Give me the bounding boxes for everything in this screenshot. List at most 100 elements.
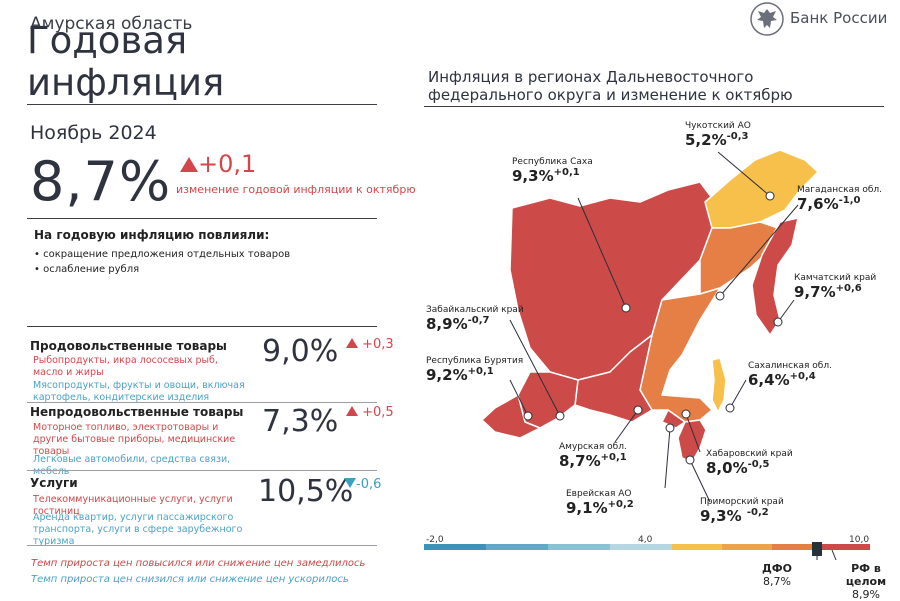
arrow-up-icon bbox=[346, 338, 358, 348]
leader-line bbox=[685, 413, 701, 453]
delta: -0,5 bbox=[747, 459, 770, 470]
divider bbox=[27, 402, 377, 403]
delta: +0,6 bbox=[835, 283, 862, 294]
label: ДФО bbox=[761, 562, 793, 575]
category-services-up: Телекоммуникационные услуги, услуги гост… bbox=[33, 494, 233, 517]
region-marker bbox=[715, 291, 725, 301]
label-chukotka: Чукотский АО 5,2%-0,3 bbox=[685, 121, 751, 149]
region-name: Приморский край bbox=[700, 497, 784, 507]
region-marker bbox=[725, 403, 735, 413]
map-region-buryatia bbox=[481, 394, 541, 439]
value: 9,1% bbox=[566, 499, 608, 517]
region-marker bbox=[665, 423, 675, 433]
factors-heading: На годовую инфляцию повлияли: bbox=[34, 228, 270, 242]
rf-label: РФ в целом 8,9% bbox=[833, 562, 899, 601]
leader-line bbox=[614, 409, 639, 443]
leader-line bbox=[509, 379, 529, 417]
value: 8,9% bbox=[852, 588, 880, 601]
scale-segment bbox=[486, 544, 548, 550]
divider bbox=[27, 104, 377, 105]
region-marker bbox=[685, 455, 695, 465]
map-title: Инфляция в регионах Дальневосточного фед… bbox=[428, 68, 793, 104]
dfo-marker bbox=[812, 542, 822, 556]
map-region-jewish bbox=[661, 409, 686, 429]
bank-logo bbox=[750, 2, 784, 40]
category-food-value: 9,0% bbox=[262, 334, 339, 369]
eagle-emblem-icon bbox=[750, 2, 784, 36]
scale-max: 10,0 bbox=[849, 535, 870, 545]
region-marker bbox=[773, 317, 783, 327]
category-food-title: Продовольственные товары bbox=[30, 339, 227, 353]
inflation-value: 8,7% bbox=[30, 150, 172, 213]
arrow-down-icon bbox=[344, 478, 356, 488]
inflation-delta: +0,1 bbox=[180, 150, 256, 178]
label: РФ в целом bbox=[845, 562, 887, 588]
map-region-amur bbox=[574, 334, 653, 423]
delta-value: +0,5 bbox=[362, 405, 394, 420]
dfo-label: ДФО 8,7% bbox=[760, 562, 794, 588]
legend-up: Темп прироста цен повысился или снижение… bbox=[31, 558, 366, 569]
region-name: Амурская обл. bbox=[559, 442, 627, 452]
region-marker bbox=[633, 405, 643, 415]
category-services-delta: -0,6 bbox=[344, 477, 381, 492]
scale-segment bbox=[816, 544, 870, 550]
delta: -1,0 bbox=[838, 195, 861, 206]
region-name: Чукотский АО bbox=[685, 121, 751, 131]
map-region-primorsky bbox=[677, 419, 707, 463]
label-zabaikalsky: Забайкальский край 8,9%-0,7 bbox=[426, 305, 524, 333]
label-jewish: Еврейская АО 9,1%+0,2 bbox=[566, 489, 634, 517]
divider bbox=[424, 106, 884, 107]
value: 7,6% bbox=[797, 195, 839, 213]
label-buryatia: Республика Бурятия 9,2%+0,1 bbox=[426, 356, 523, 384]
delta-value: +0,1 bbox=[198, 150, 257, 178]
region-marker bbox=[555, 411, 565, 421]
scale-segment bbox=[672, 544, 722, 550]
value: 5,2% bbox=[685, 131, 727, 149]
factor-item: • ослабление рубля bbox=[34, 264, 140, 275]
bank-name: Банк России bbox=[790, 9, 888, 27]
delta-caption: изменение годовой инфляции к октябрю bbox=[176, 183, 416, 196]
region-name: Еврейская АО bbox=[566, 489, 632, 499]
value: 6,4% bbox=[748, 371, 790, 389]
delta: +0,2 bbox=[607, 499, 634, 510]
category-food-down: Мясопродукты, фрукты и овощи, включая ка… bbox=[33, 380, 245, 403]
region-name: Магаданская обл. bbox=[797, 185, 882, 195]
value: 9,2% bbox=[426, 366, 468, 384]
legend-down: Темп прироста цен снизился или снижение … bbox=[31, 574, 349, 585]
leader-line bbox=[689, 459, 711, 503]
delta: -0,3 bbox=[726, 131, 749, 142]
value: 8,7% bbox=[763, 575, 791, 588]
region-name: Республика Бурятия bbox=[426, 356, 524, 366]
divider bbox=[27, 470, 377, 471]
factor-text: ослабление рубля bbox=[43, 264, 140, 275]
region-name: Амурская область bbox=[30, 14, 193, 34]
leader-line bbox=[719, 204, 799, 297]
value: 8,7% bbox=[559, 452, 601, 470]
category-nonfood-up: Моторное топливо, электротовары и другие… bbox=[33, 422, 236, 457]
scale-segment bbox=[772, 544, 816, 550]
label-primorsky: Приморский край 9,3% -0,2 bbox=[700, 497, 784, 525]
divider bbox=[27, 218, 377, 219]
leader-line bbox=[729, 379, 747, 409]
divider bbox=[27, 545, 377, 546]
label-amur: Амурская обл. 8,7%+0,1 bbox=[559, 442, 627, 470]
category-nonfood-title: Непродовольственные товары bbox=[30, 405, 244, 419]
category-nonfood-value: 7,3% bbox=[262, 404, 339, 439]
region-value: 8,7%+0,1 bbox=[559, 452, 627, 470]
label-sakha: Республика Саха 9,3%+0,1 bbox=[512, 157, 593, 185]
region-name: Республика Саха bbox=[512, 157, 593, 167]
map-region-sakhalin bbox=[711, 357, 727, 413]
delta-value: -0,6 bbox=[356, 477, 382, 492]
region-value: 8,9%-0,7 bbox=[426, 315, 524, 333]
dfo-map bbox=[481, 149, 819, 503]
delta: -0,2 bbox=[746, 507, 769, 518]
delta: +0,1 bbox=[467, 366, 494, 377]
region-value: 5,2%-0,3 bbox=[685, 131, 751, 149]
region-value: 9,3% -0,2 bbox=[700, 507, 784, 525]
region-name: Сахалинская обл. bbox=[748, 361, 832, 371]
divider bbox=[27, 326, 377, 327]
rf-marker-line bbox=[831, 549, 837, 560]
value: 9,7% bbox=[794, 283, 836, 301]
label-magadan: Магаданская обл. 7,6%-1,0 bbox=[797, 185, 882, 213]
region-marker bbox=[681, 409, 691, 419]
